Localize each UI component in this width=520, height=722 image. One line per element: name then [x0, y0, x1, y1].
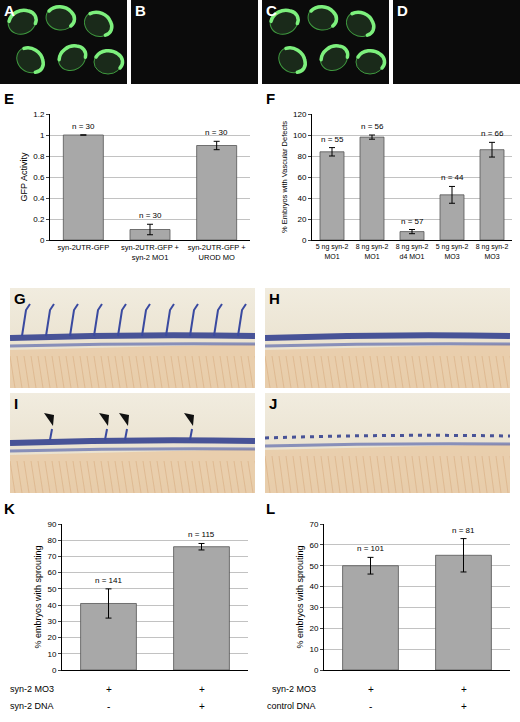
svg-text:syn-2 MO3: syn-2 MO3: [272, 684, 316, 694]
svg-text:n = 141: n = 141: [95, 576, 122, 585]
svg-text:50: 50: [309, 562, 318, 571]
svg-text:% embryos with sprouting: % embryos with sprouting: [33, 545, 43, 648]
svg-text:20: 20: [47, 633, 56, 642]
svg-text:GFP Activity: GFP Activity: [19, 152, 29, 201]
svg-text:20: 20: [309, 624, 318, 633]
html-text:J: J: [269, 395, 278, 412]
svg-text:n = 44: n = 44: [441, 173, 464, 182]
svg-text:1.2: 1.2: [33, 110, 45, 119]
svg-text:n = 81: n = 81: [452, 526, 475, 535]
svg-text:n = 30: n = 30: [205, 128, 228, 137]
svg-text:n = 66: n = 66: [481, 129, 504, 138]
svg-text:40: 40: [47, 601, 56, 610]
svg-text:n = 57: n = 57: [401, 217, 424, 226]
svg-text:+: +: [199, 701, 205, 712]
svg-text:0.8: 0.8: [33, 152, 45, 161]
svg-text:n = 115: n = 115: [188, 530, 215, 539]
html-text:C: C: [266, 2, 277, 19]
svg-text:30: 30: [309, 603, 318, 612]
svg-text:60: 60: [297, 173, 306, 182]
html-text:H: H: [269, 290, 280, 307]
svg-text:control DNA: control DNA: [267, 701, 316, 711]
svg-text:30: 30: [47, 617, 56, 626]
svg-text:0: 0: [302, 236, 307, 245]
svg-text:n = 55: n = 55: [321, 135, 344, 144]
svg-text:120: 120: [293, 110, 307, 119]
svg-text:syn-2UTR-GFP +UROD MO: syn-2UTR-GFP +UROD MO: [188, 243, 247, 262]
svg-text:n = 56: n = 56: [361, 122, 384, 131]
svg-text:70: 70: [47, 552, 56, 561]
svg-text:0.6: 0.6: [33, 173, 45, 182]
svg-text:90: 90: [47, 520, 56, 529]
svg-text:50: 50: [47, 585, 56, 594]
svg-text:40: 40: [309, 582, 318, 591]
svg-text:+: +: [199, 684, 205, 695]
svg-text:40: 40: [297, 194, 306, 203]
svg-text:+: +: [461, 684, 467, 695]
svg-text:% embryos with sprouting: % embryos with sprouting: [295, 545, 305, 648]
svg-text:syn-2 MO3: syn-2 MO3: [10, 684, 54, 694]
svg-text:100: 100: [293, 131, 307, 140]
html-text:A: A: [4, 2, 15, 19]
svg-text:8 ng syn-2d4 MO1: 8 ng syn-2d4 MO1: [396, 243, 429, 259]
svg-text:% Embryos with Vascular Defect: % Embryos with Vascular Defects: [280, 121, 289, 233]
svg-text:70: 70: [309, 520, 318, 529]
svg-text:10: 10: [47, 650, 56, 659]
svg-text:1: 1: [40, 131, 45, 140]
svg-text:-: -: [369, 701, 372, 712]
svg-text:syn-2UTR-GFP +syn-2 MO1: syn-2UTR-GFP +syn-2 MO1: [121, 243, 180, 262]
svg-text:80: 80: [297, 152, 306, 161]
html-text:E: E: [4, 90, 14, 107]
html-text:L: L: [266, 500, 276, 517]
svg-text:n = 30: n = 30: [72, 122, 95, 131]
svg-text:10: 10: [309, 645, 318, 654]
html-text:I: I: [14, 395, 19, 412]
svg-text:60: 60: [47, 568, 56, 577]
svg-text:80: 80: [47, 536, 56, 545]
svg-text:0: 0: [314, 666, 319, 675]
svg-text:n = 30: n = 30: [139, 211, 162, 220]
html-text:F: F: [266, 90, 276, 107]
html-text:B: B: [135, 2, 146, 19]
svg-text:60: 60: [309, 541, 318, 550]
svg-text:+: +: [106, 684, 112, 695]
svg-text:8 ng syn-2MO3: 8 ng syn-2MO3: [476, 243, 509, 259]
svg-text:5 ng syn-2MO3: 5 ng syn-2MO3: [436, 243, 469, 259]
svg-text:0.4: 0.4: [33, 194, 45, 203]
svg-text:8 ng syn-2MO1: 8 ng syn-2MO1: [356, 243, 389, 259]
svg-text:0.2: 0.2: [33, 215, 45, 224]
svg-text:+: +: [461, 701, 467, 712]
svg-text:20: 20: [297, 215, 306, 224]
svg-text:syn-2 DNA: syn-2 DNA: [10, 701, 54, 711]
svg-text:n = 101: n = 101: [357, 544, 384, 553]
svg-text:+: +: [368, 684, 374, 695]
svg-text:0: 0: [40, 236, 45, 245]
svg-text:5 ng syn-2MO1: 5 ng syn-2MO1: [316, 243, 349, 259]
svg-text:syn-2UTR-GFP: syn-2UTR-GFP: [57, 243, 109, 252]
svg-text:-: -: [107, 701, 110, 712]
svg-text:0: 0: [52, 666, 57, 675]
html-text:G: G: [14, 290, 26, 307]
html-text:K: K: [4, 500, 15, 517]
html-text:D: D: [397, 2, 408, 19]
